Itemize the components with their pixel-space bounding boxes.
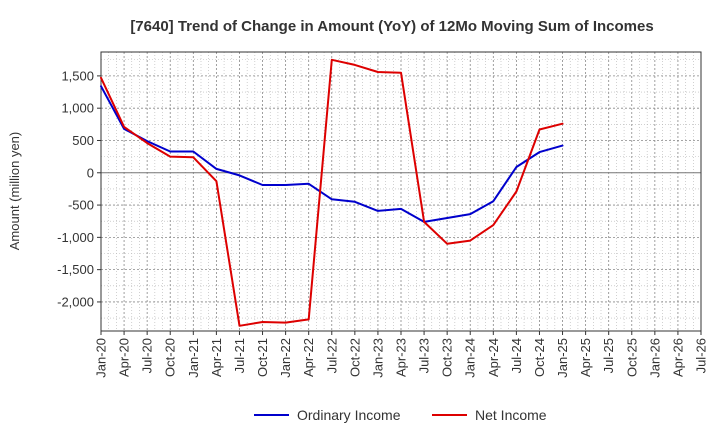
series-line-net-income (100, 58, 564, 327)
y-tick-label: -500 (68, 198, 94, 213)
x-tick-label: Jan-24 (463, 338, 478, 378)
y-tick-label: 1,000 (61, 101, 94, 116)
x-tick-label: Apr-20 (117, 338, 132, 377)
x-tick-label: Jul-23 (417, 338, 432, 373)
x-tick-label: Oct-22 (347, 338, 362, 377)
x-tick-label: Oct-23 (440, 338, 455, 377)
x-tick-label: Oct-25 (624, 338, 639, 377)
x-tick-label: Apr-21 (209, 338, 224, 377)
x-tick-label: Jul-26 (694, 338, 709, 373)
x-tick-label: Jan-25 (555, 338, 570, 378)
legend-label: Ordinary Income (297, 407, 401, 423)
y-tick-label: 1,500 (61, 68, 94, 83)
x-tick-label: Apr-25 (578, 338, 593, 377)
x-tick-label: Jan-21 (186, 338, 201, 378)
chart-title: [7640] Trend of Change in Amount (YoY) o… (130, 18, 653, 35)
series-line-ordinary-income (100, 85, 564, 223)
plot-border (100, 51, 702, 332)
legend-label: Net Income (475, 407, 547, 423)
x-tick-label: Apr-26 (670, 338, 685, 377)
plot-area: 1,500 1,000 500 0 -500 -1,000 -1,500 -2,000 Jan-… (57, 51, 709, 378)
x-tick-label: Apr-22 (301, 338, 316, 377)
y-axis-label: Amount (million yen) (7, 132, 22, 251)
y-tick-label: -2,000 (57, 294, 94, 309)
x-tick-label: Jan-26 (647, 338, 662, 378)
x-tick-label: Apr-24 (486, 338, 501, 377)
x-tick-label: Jan-22 (278, 338, 293, 378)
x-tick-label: Jul-24 (509, 338, 524, 373)
x-tick-label: Jul-22 (324, 338, 339, 373)
x-tick-label: Jan-23 (370, 338, 385, 378)
x-tick-label: Apr-23 (394, 338, 409, 377)
legend: Ordinary Income Net Income (254, 407, 547, 423)
y-tick-label: 500 (72, 133, 94, 148)
x-tick-label: Jul-21 (232, 338, 247, 373)
x-tick-label: Jan-20 (94, 338, 109, 378)
y-tick-label: -1,500 (57, 262, 94, 277)
x-tick-label: Oct-24 (532, 338, 547, 377)
x-tick-label: Jul-25 (601, 338, 616, 373)
x-tick-label: Oct-21 (255, 338, 270, 377)
x-tick-label: Oct-20 (163, 338, 178, 377)
y-tick-label: 0 (87, 165, 94, 180)
x-tick-label: Jul-20 (140, 338, 155, 373)
y-tick-label: -1,000 (57, 230, 94, 245)
